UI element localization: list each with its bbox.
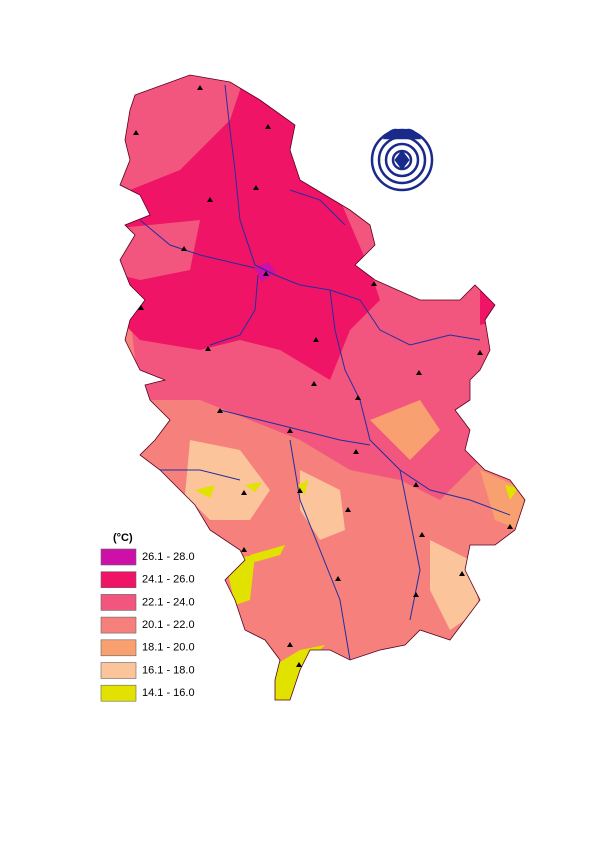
legend-swatch (100, 594, 137, 611)
legend-swatch (100, 548, 137, 566)
legend-label: 14.1 - 16.0 (142, 687, 195, 699)
legend-label: 22.1 - 24.0 (142, 596, 195, 608)
legend-label: 20.1 - 22.0 (142, 619, 195, 631)
zone-14-16 (250, 545, 285, 562)
legend-swatch (100, 571, 137, 589)
legend-swatch (100, 639, 137, 657)
legend-title: (°C) (113, 532, 133, 544)
legend-label: 24.1 - 26.0 (142, 574, 195, 586)
zone-14-16 (275, 645, 325, 700)
legend: (°C) 26.1 - 28.0 24.1 - 26.0 22.1 - 24.0 20… (100, 532, 195, 702)
legend-label: 18.1 - 20.0 (142, 642, 195, 654)
legend-label: 26.1 - 28.0 (142, 551, 195, 563)
zone-16-18 (300, 470, 345, 540)
temperature-zones (120, 75, 525, 700)
legend-swatch (100, 662, 137, 679)
zone-18-20 (370, 400, 440, 460)
zone-24-26 (480, 290, 500, 325)
zone-16-18 (185, 440, 270, 520)
legend-swatch (100, 684, 137, 702)
legend-label: 16.1 - 18.0 (142, 664, 195, 676)
logo (370, 128, 434, 192)
legend-swatch (100, 616, 137, 634)
